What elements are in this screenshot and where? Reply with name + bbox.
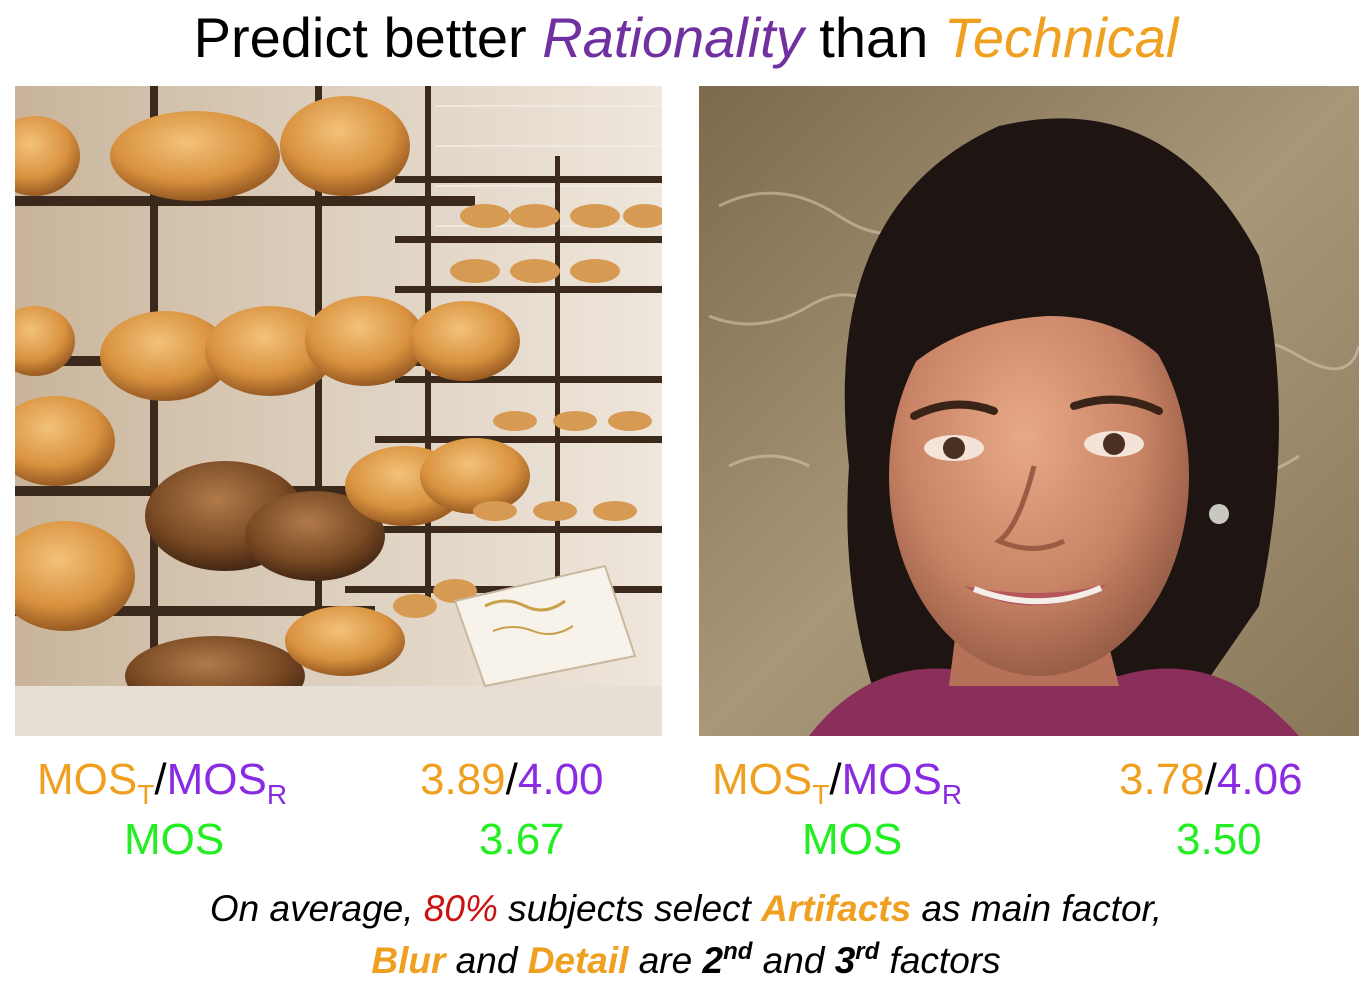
mos-row: MOS 3.50 (686, 812, 1372, 872)
mos-value: 3.67 (479, 815, 565, 864)
metrics-right: MOST/MOSR 3.78/4.06 MOS 3.50 (686, 752, 1372, 872)
caption-text: subjects select (497, 888, 762, 929)
portrait-image (699, 86, 1359, 736)
caption-percent: 80% (423, 888, 498, 929)
portrait-illustration (699, 86, 1359, 736)
caption-2nd-sup: nd (723, 938, 753, 965)
mos-row: MOS 3.67 (0, 812, 686, 872)
metrics-left: MOST/MOSR 3.89/4.00 MOS 3.67 (0, 752, 686, 872)
title-technical: Technical (943, 6, 1179, 69)
mos-tr-value: 3.78/4.06 (1119, 752, 1303, 808)
caption-3rd-sup: rd (855, 938, 880, 965)
bakery-illustration (15, 86, 662, 736)
mos-r-sub: R (266, 779, 288, 810)
value-slash: / (1204, 755, 1217, 804)
mos-tr-value: 3.89/4.00 (420, 752, 604, 808)
mos-r-value: 4.06 (1216, 755, 1303, 804)
mos-t-sub: T (812, 779, 830, 810)
value-slash: / (505, 755, 518, 804)
mos-r-label: MOS (841, 755, 942, 804)
mos-label: MOS (802, 815, 903, 864)
caption-line-2: Blur and Detail are 2nd and 3rd factors (0, 936, 1372, 986)
caption-text: and (445, 940, 528, 981)
caption-2nd: 2 (702, 940, 724, 981)
caption-blur: Blur (371, 940, 446, 981)
mos-label: MOS (124, 815, 225, 864)
mos-tr-label: MOST/MOSR (712, 752, 963, 810)
title-rationality: Rationality (542, 6, 804, 69)
mos-tr-row: MOST/MOSR 3.89/4.00 (0, 752, 686, 812)
caption-3rd: 3 (834, 940, 856, 981)
mos-t-value: 3.89 (420, 755, 506, 804)
mos-r-sub: R (941, 779, 963, 810)
caption-line-1: On average, 80% subjects select Artifact… (0, 884, 1372, 934)
mos-t-label: MOS (37, 755, 138, 804)
mos-t-sub: T (137, 779, 155, 810)
caption-text: and (752, 940, 835, 981)
bakery-image (15, 86, 662, 736)
page-title: Predict better Rationality than Technica… (0, 0, 1372, 78)
title-prefix: Predict better (193, 6, 543, 69)
title-middle: than (803, 6, 944, 69)
mos-tr-row: MOST/MOSR 3.78/4.06 (686, 752, 1372, 812)
caption-text: are (628, 940, 703, 981)
mos-t-value: 3.78 (1119, 755, 1205, 804)
mos-slash: / (829, 755, 842, 804)
caption-artifacts: Artifacts (761, 888, 912, 929)
mos-r-label: MOS (166, 755, 267, 804)
mos-r-value: 4.00 (517, 755, 604, 804)
mos-t-label: MOS (712, 755, 813, 804)
caption-text: as main factor, (911, 888, 1163, 929)
mos-slash: / (154, 755, 167, 804)
caption-detail: Detail (527, 940, 629, 981)
mos-value: 3.50 (1176, 815, 1262, 864)
caption-text: factors (879, 940, 1001, 981)
caption-text: On average, (209, 888, 424, 929)
mos-tr-label: MOST/MOSR (37, 752, 288, 810)
